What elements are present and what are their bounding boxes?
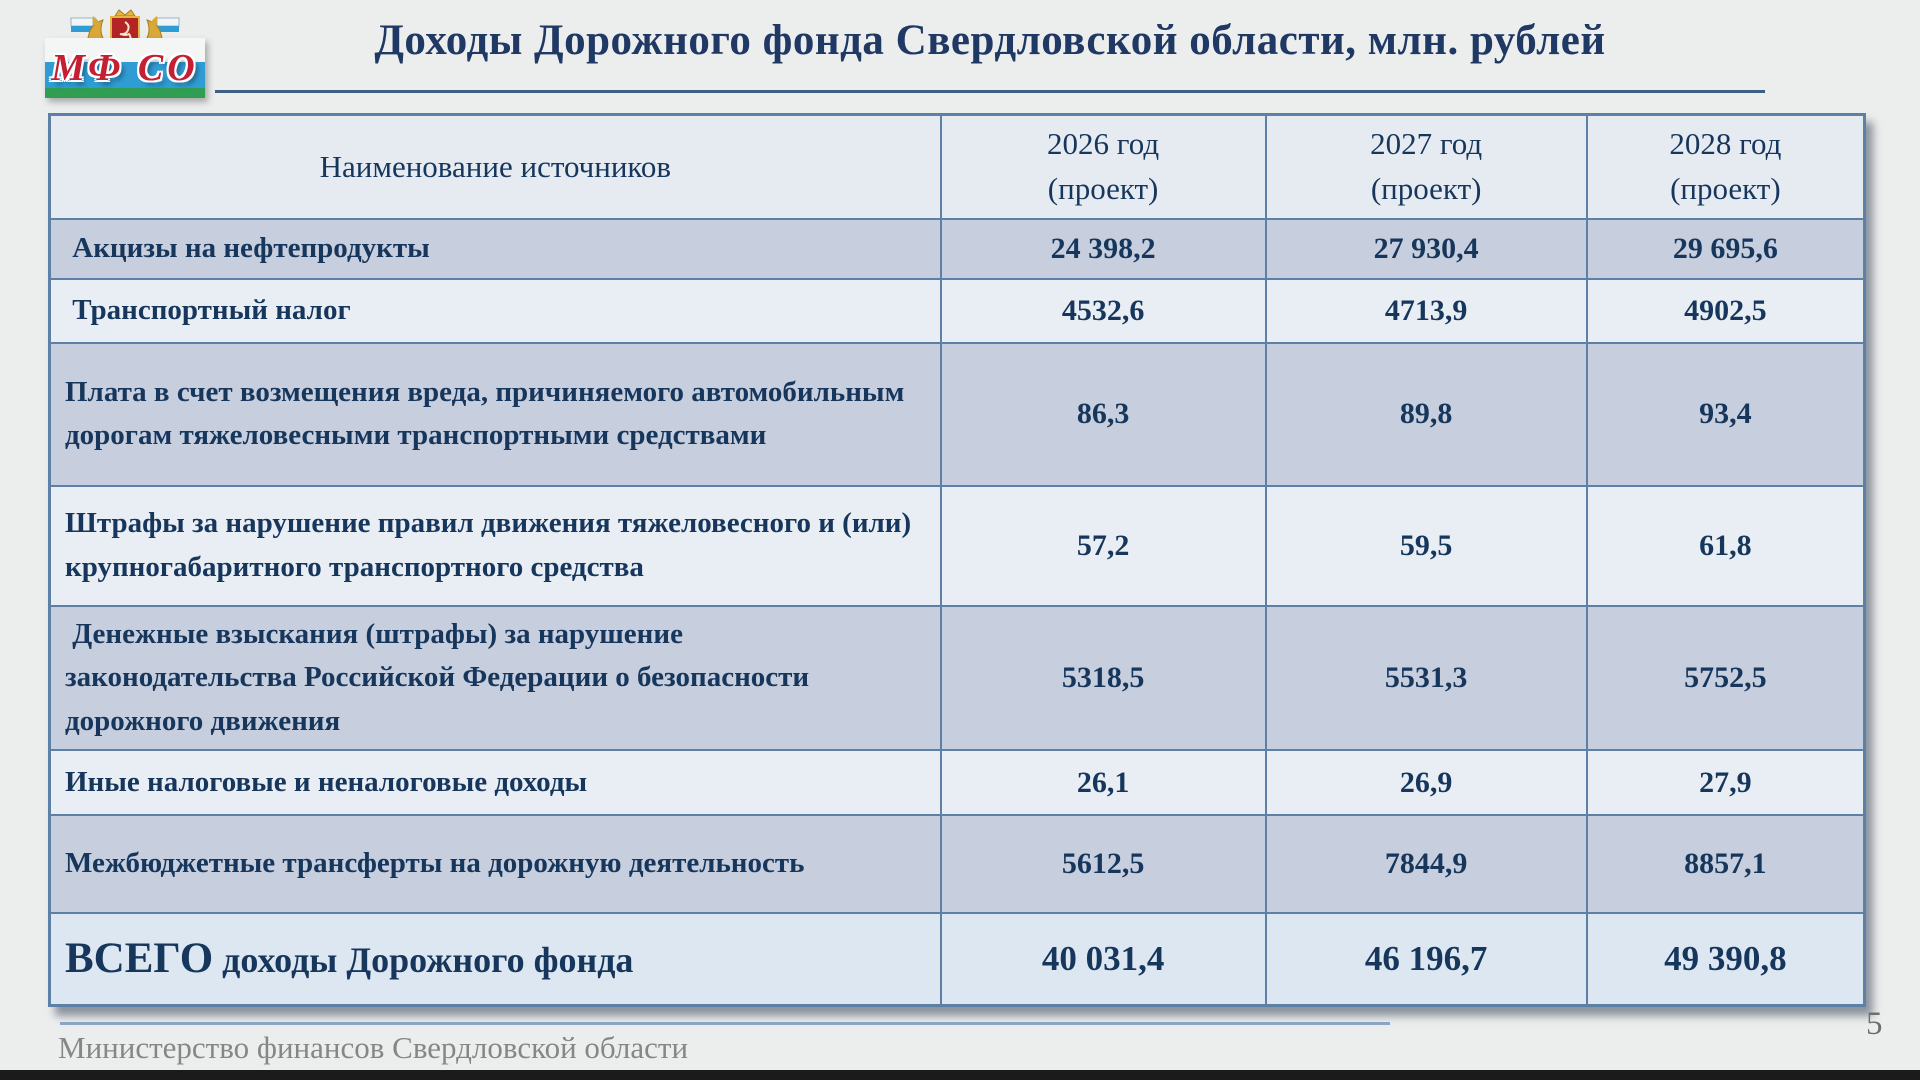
logo-text: МФ СО: [51, 47, 199, 89]
column-header-2027: 2027 год (проект): [1264, 113, 1588, 220]
revenue-table-container: Наименование источников 2026 год (проект…: [48, 113, 1866, 1007]
row-value-2028: 5752,5: [1585, 604, 1866, 751]
row-value-2028: 29 695,6: [1585, 217, 1866, 280]
total-label: ВСЕГО доходы Дорожного фонда: [48, 912, 942, 1006]
row-value-2028: 4902,5: [1585, 277, 1866, 344]
sverdlovsk-flag: [45, 38, 205, 98]
table-row-total: ВСЕГО доходы Дорожного фонда 40 031,4 46…: [48, 912, 1866, 1006]
row-name: Межбюджетные трансферты на дорожную деят…: [48, 814, 942, 914]
table-row-interbudget-transfers: Межбюджетные трансферты на дорожную деят…: [48, 814, 1866, 914]
row-value-2026: 5318,5: [939, 604, 1267, 751]
row-name: Акцизы на нефтепродукты: [48, 217, 942, 280]
row-name: Транспортный налог: [48, 277, 942, 344]
row-value-2026: 57,2: [939, 484, 1267, 607]
row-name: Денежные взыскания (штрафы) за нарушение…: [48, 604, 942, 751]
table-row-other-revenues: Иные налоговые и неналоговые доходы 26,1…: [48, 749, 1866, 816]
year-note: (проект): [1047, 170, 1159, 206]
row-value-2027: 4713,9: [1264, 277, 1588, 344]
row-value-2027: 26,9: [1264, 749, 1588, 816]
footer-divider: [60, 1022, 1390, 1025]
year-note: (проект): [1670, 170, 1781, 206]
year-label: 2028 год: [1669, 125, 1782, 161]
total-value-2028: 49 390,8: [1585, 912, 1866, 1006]
row-value-2026: 4532,6: [939, 277, 1267, 344]
table-row-transport-tax: Транспортный налог 4532,6 4713,9 4902,5: [48, 277, 1866, 344]
column-header-2026: 2026 год (проект): [939, 113, 1267, 220]
total-value-2027: 46 196,7: [1264, 912, 1588, 1006]
row-value-2027: 5531,3: [1264, 604, 1588, 751]
row-name: Иные налоговые и неналоговые доходы: [48, 749, 942, 816]
row-value-2028: 93,4: [1585, 341, 1866, 487]
row-value-2028: 8857,1: [1585, 814, 1866, 914]
title-underline: [215, 90, 1765, 93]
row-value-2026: 86,3: [939, 341, 1267, 487]
total-value-2026: 40 031,4: [939, 912, 1267, 1006]
row-value-2027: 59,5: [1264, 484, 1588, 607]
column-header-sources: Наименование источников: [48, 113, 942, 220]
total-label-rest: доходы Дорожного фонда: [213, 939, 634, 980]
total-label-caps: ВСЕГО: [65, 934, 214, 982]
row-name: Плата в счет возмещения вреда, причиняем…: [48, 341, 942, 487]
bottom-edge-bar: [0, 1070, 1920, 1080]
year-label: 2026 год: [1047, 125, 1160, 161]
row-value-2026: 5612,5: [939, 814, 1267, 914]
year-note: (проект): [1370, 170, 1482, 206]
footer-text: Министерство финансов Свердловской облас…: [58, 1030, 689, 1065]
table-row-excise: Акцизы на нефтепродукты 24 398,2 27 930,…: [48, 217, 1866, 280]
row-value-2027: 27 930,4: [1264, 217, 1588, 280]
row-value-2027: 89,8: [1264, 341, 1588, 487]
row-value-2028: 27,9: [1585, 749, 1866, 816]
row-value-2026: 24 398,2: [939, 217, 1267, 280]
row-name: Штрафы за нарушение правил движения тяже…: [48, 484, 942, 607]
row-value-2027: 7844,9: [1264, 814, 1588, 914]
row-value-2028: 61,8: [1585, 484, 1866, 607]
revenue-table: Наименование источников 2026 год (проект…: [48, 113, 1866, 1007]
column-header-2028: 2028 год (проект): [1585, 113, 1866, 220]
table-row-traffic-safety-fines: Денежные взыскания (штрафы) за нарушение…: [48, 604, 1866, 751]
table-row-damage-payment: Плата в счет возмещения вреда, причиняем…: [48, 341, 1866, 487]
page-number: 5: [1866, 1006, 1883, 1042]
ministry-logo: МФ СО: [45, 8, 205, 108]
table-header-row: Наименование источников 2026 год (проект…: [48, 113, 1866, 220]
table-row-oversize-fines: Штрафы за нарушение правил движения тяже…: [48, 484, 1866, 607]
slide-title: Доходы Дорожного фонда Свердловской обла…: [374, 17, 1606, 64]
year-label: 2027 год: [1370, 125, 1483, 161]
row-value-2026: 26,1: [939, 749, 1267, 816]
